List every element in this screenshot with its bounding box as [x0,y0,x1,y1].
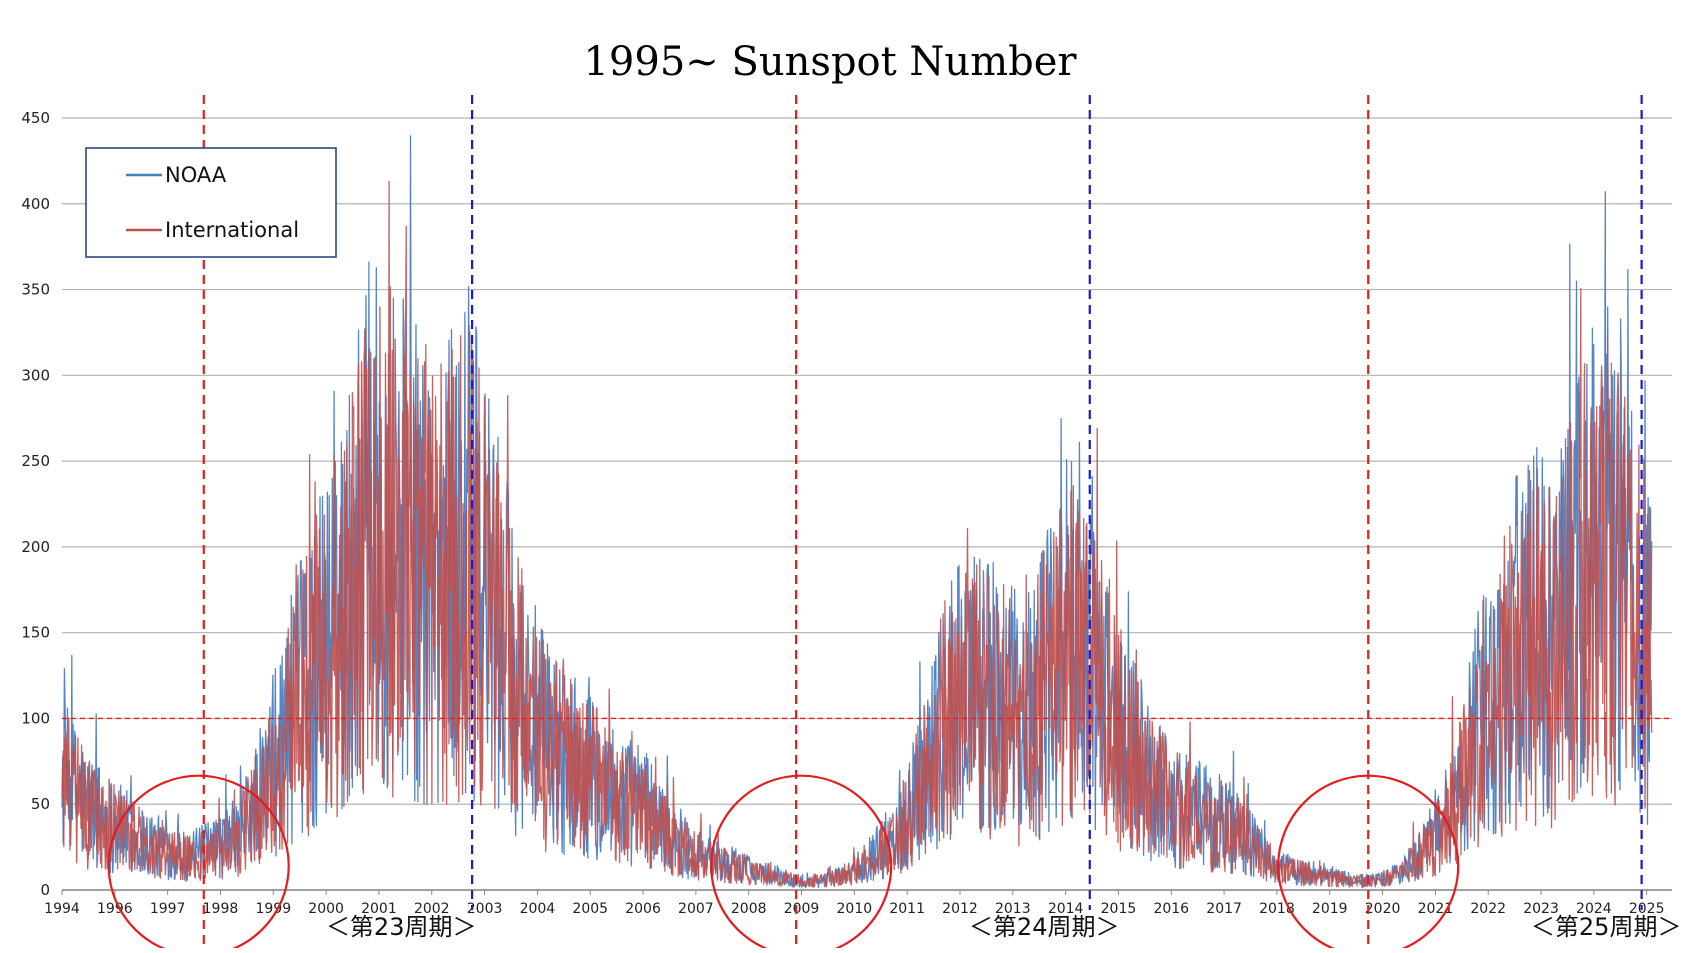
x-tick-label: 2015 [1101,901,1137,917]
x-tick-label: 2017 [1206,901,1242,917]
y-tick-label: 300 [21,366,50,384]
solar-minimum-circle [1277,774,1460,953]
series-layer [61,135,1653,889]
legend-box [85,147,337,258]
solar-minimum-circle [107,774,290,953]
x-tick-label: 2006 [625,901,661,917]
x-tick-label: 2023 [1523,901,1559,917]
solar-minimum-circle [710,774,893,953]
x-tick-label: 2001 [361,901,397,917]
x-tick-label: 1998 [203,901,239,917]
y-tick-label: 350 [21,281,50,299]
x-tick-label: 2013 [995,901,1031,917]
x-tick-label: 2020 [1365,901,1401,917]
x-tick-label: 2012 [942,901,978,917]
legend-label: NOAA [165,163,227,187]
x-tick-label: 2002 [414,901,450,917]
y-tick-label: 400 [21,195,50,213]
x-tick-label: 2014 [1048,901,1084,917]
x-tick-label: 2007 [678,901,714,917]
y-axis-ticks: 0 50 100 150 200 250 300 350 400 450 [21,109,50,899]
minimum-circles [107,774,1460,953]
x-tick-label: 1999 [255,901,291,917]
y-tick-label: 450 [21,109,50,127]
y-tick-label: 50 [31,795,50,813]
x-tick-label: 2025 [1629,901,1665,917]
cycle-labels: ＜第23周期＞ ＜第24周期＞ ＜第25周期＞ [326,913,1682,941]
x-tick-label: 2009 [784,901,820,917]
cycle-label: ＜第25周期＞ [1531,913,1682,941]
x-tick-label: 2016 [1153,901,1189,917]
x-tick-label: 2000 [308,901,344,917]
series-line-international [61,180,1653,889]
legend-label: International [165,218,299,242]
x-tick-label: 2004 [520,901,556,917]
y-tick-label: 150 [21,624,50,642]
legend: NOAA International [85,147,337,258]
y-tick-label: 0 [40,881,50,899]
x-tick-label: 2010 [837,901,873,917]
x-axis-ticks: 1994 1996 1997 1998 1999 2000 2001 2002 2003 2004… [44,890,1665,917]
x-tick-label: 2022 [1470,901,1506,917]
y-tick-label: 250 [21,452,50,470]
x-tick-label: 2005 [572,901,608,917]
x-tick-label: 2019 [1312,901,1348,917]
x-tick-label: 2008 [731,901,767,917]
cycle-label: ＜第23周期＞ [326,913,477,941]
x-tick-label: 2011 [889,901,925,917]
y-tick-label: 200 [21,538,50,556]
x-tick-label: 2024 [1576,901,1612,917]
y-tick-label: 100 [21,709,50,727]
x-tick-label: 1994 [44,901,80,917]
x-tick-label: 1996 [97,901,133,917]
x-tick-label: 1997 [150,901,186,917]
x-tick-label: 2003 [467,901,503,917]
x-tick-label: 2018 [1259,901,1295,917]
chart-title: 1995~ Sunspot Number [583,39,1077,85]
cycle-label: ＜第24周期＞ [969,913,1120,941]
